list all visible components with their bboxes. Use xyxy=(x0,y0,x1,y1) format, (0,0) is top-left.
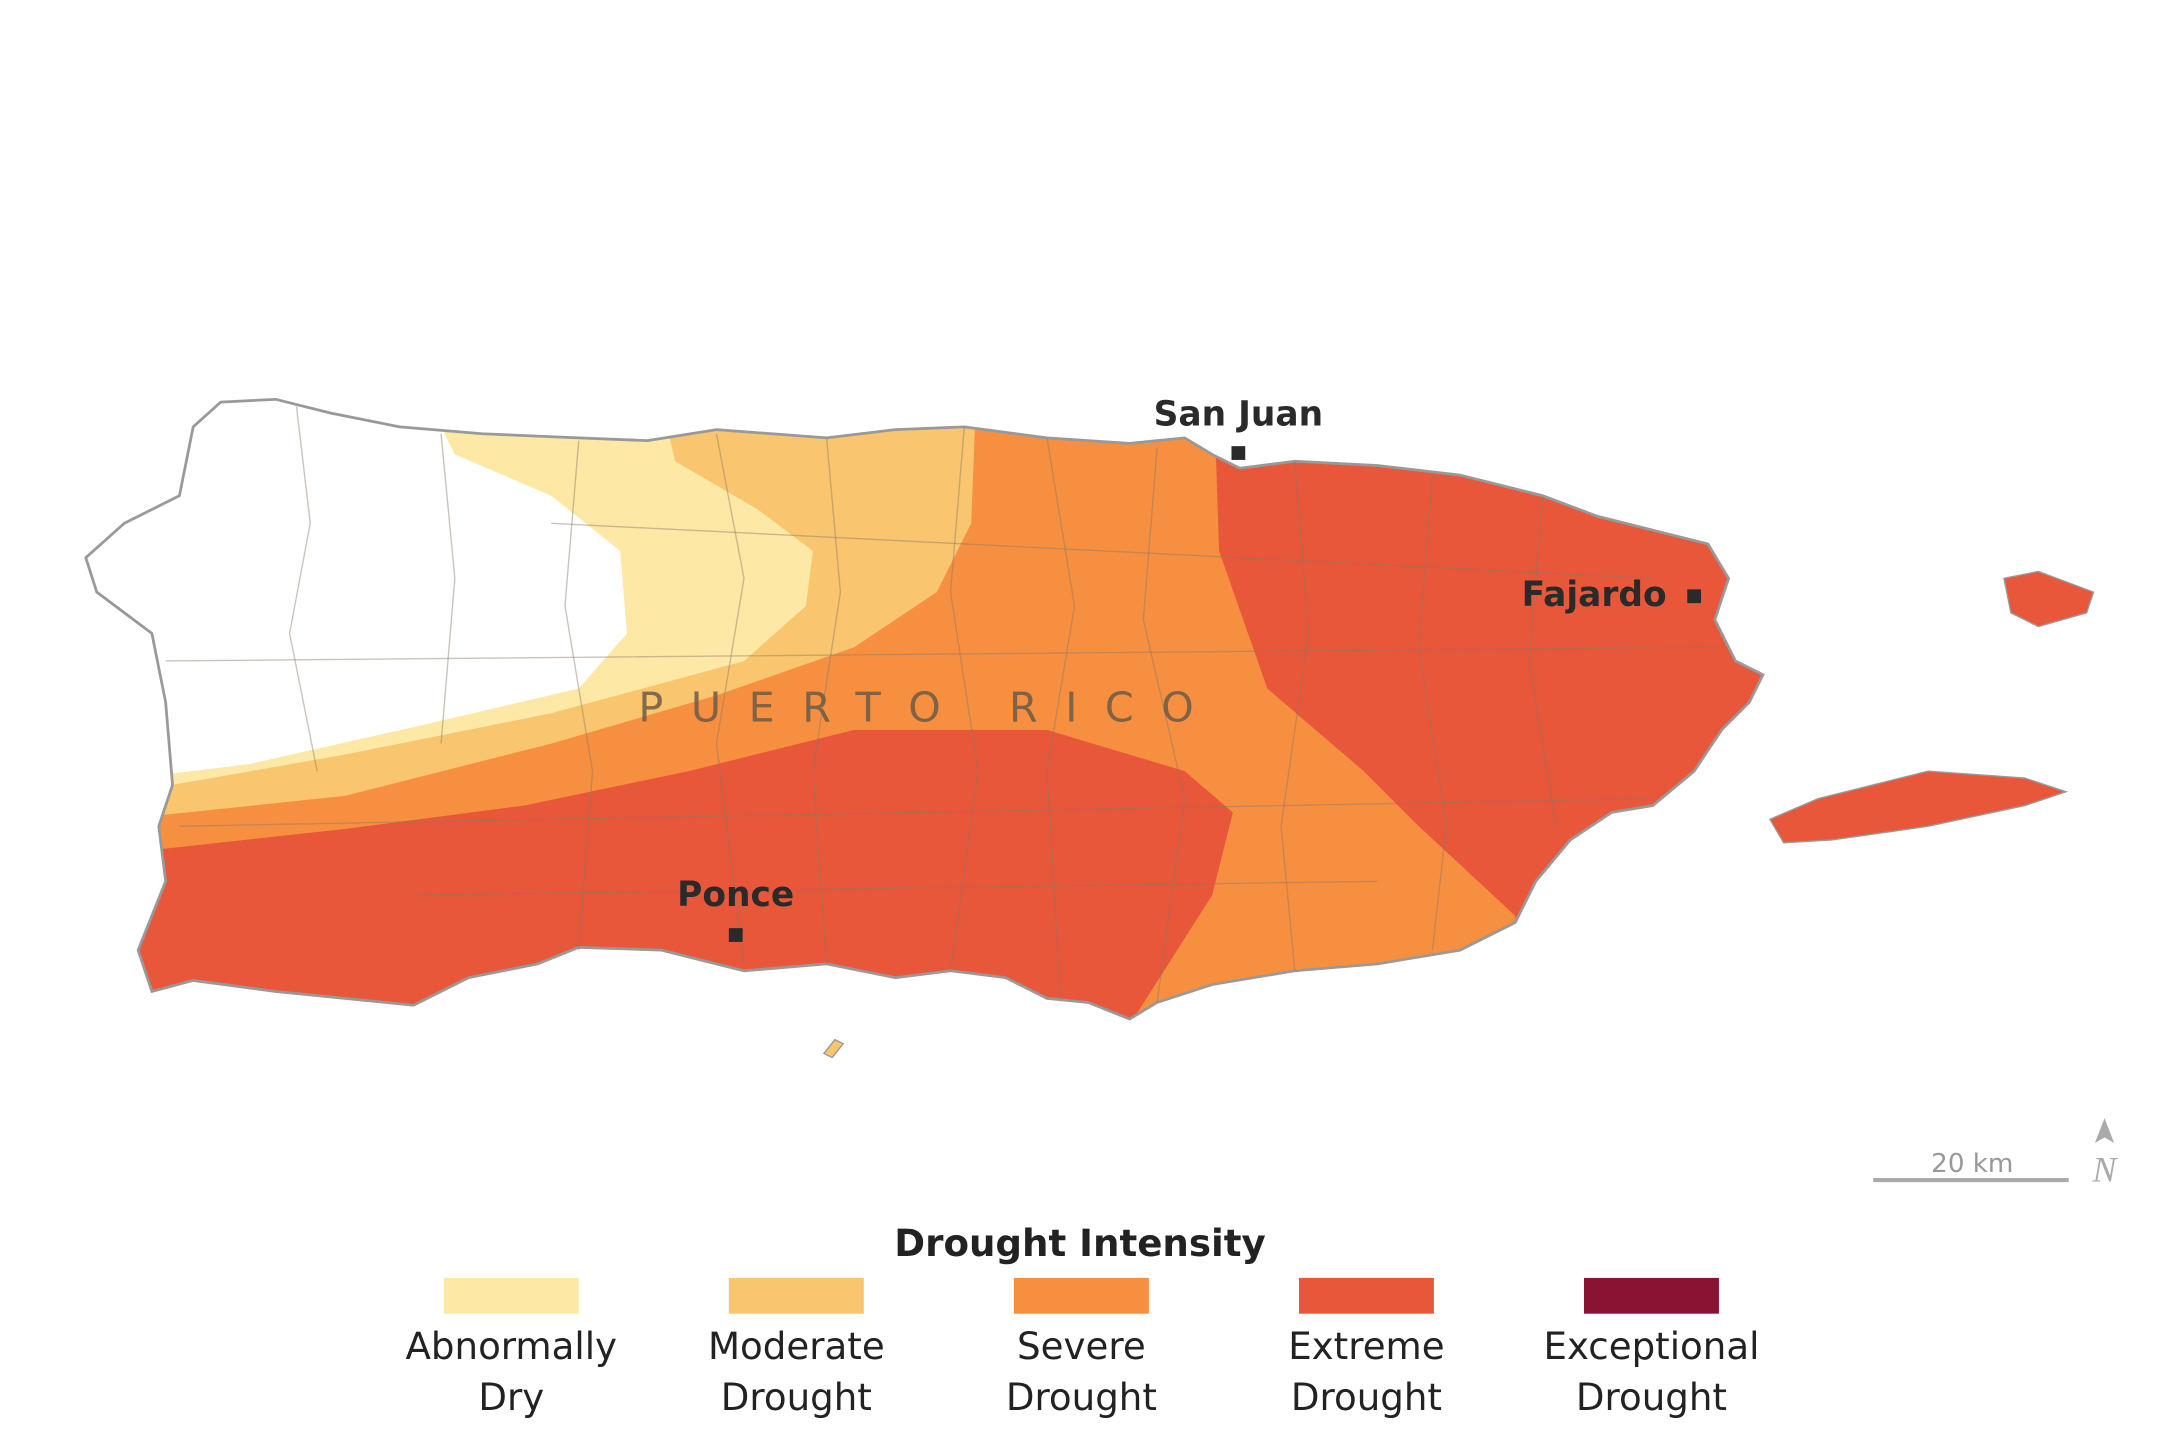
legend-label: Severe xyxy=(1017,1324,1146,1368)
legend-label: Drought xyxy=(1576,1375,1727,1419)
small-island xyxy=(822,1038,845,1059)
city-label: Ponce xyxy=(677,875,794,915)
municipal-borders xyxy=(165,406,1722,1003)
city-label: San Juan xyxy=(1154,395,1323,435)
city-marker xyxy=(1231,446,1246,460)
scale-label: 20 km xyxy=(1931,1149,2013,1179)
north-label: N xyxy=(2092,1149,2119,1189)
north-arrow xyxy=(2094,1118,2115,1143)
drought-zones xyxy=(85,399,1764,1020)
legend-title: Drought Intensity xyxy=(894,1221,1265,1265)
legend-label: Exceptional xyxy=(1543,1324,1759,1368)
vieques-island xyxy=(1768,770,2069,844)
zone-none xyxy=(85,399,627,788)
legend-label: Drought xyxy=(1291,1375,1442,1419)
legend-label: Extreme xyxy=(1288,1324,1444,1368)
legend-label: Drought xyxy=(721,1375,872,1419)
legend-swatch xyxy=(728,1277,864,1314)
city-marker xyxy=(1687,589,1702,604)
culebra-island xyxy=(2003,570,2095,628)
city-marker xyxy=(728,928,743,942)
legend-swatch xyxy=(1013,1277,1149,1314)
legend-swatch xyxy=(443,1277,579,1314)
island-label: PUERTO RICO xyxy=(638,684,1221,732)
legend-label: Dry xyxy=(478,1375,544,1419)
legend-swatch xyxy=(1583,1277,1719,1314)
legend: Abnormally Dry Moderate Drought Severe Drough… xyxy=(406,1277,1759,1419)
legend-label: Abnormally xyxy=(406,1324,618,1368)
legend-label: Moderate xyxy=(708,1324,885,1368)
legend-label: Drought xyxy=(1006,1375,1157,1419)
legend-swatch xyxy=(1298,1277,1434,1314)
city-label: Fajardo xyxy=(1522,575,1667,615)
city-labels: San Juan Fajardo Ponce xyxy=(677,395,1702,942)
